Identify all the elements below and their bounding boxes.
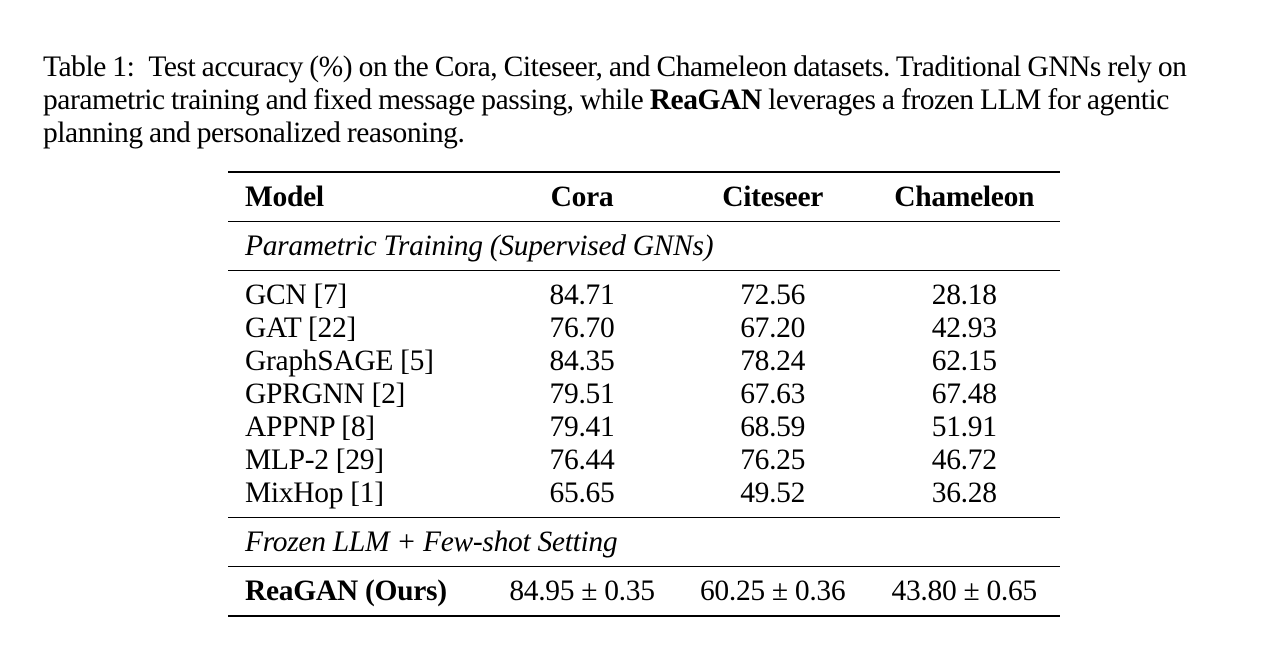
cell-citeseer: 67.63 <box>740 378 806 410</box>
cell-model: GCN [7] <box>228 270 488 312</box>
cell-cora: 76.70 <box>549 312 615 344</box>
header-citeseer: Citeseer <box>676 171 869 222</box>
header-chameleon: Chameleon <box>868 171 1060 222</box>
cell-cora: 79.41 <box>549 411 615 443</box>
section-title-frozen-llm: Frozen LLM + Few-shot Setting <box>228 517 1060 567</box>
cell-chameleon: 43.80 ± 0.65 <box>868 566 1060 617</box>
table-row-ours: ReaGAN (Ours) 84.95 ± 0.35 60.25 ± 0.36 … <box>228 566 1060 617</box>
section-row-frozen-llm: Frozen LLM + Few-shot Setting <box>228 517 1060 567</box>
cell-citeseer: 72.56 <box>676 270 869 312</box>
cell-chameleon: 62.15 <box>931 345 997 377</box>
cell-model: GPRGNN [2] <box>245 378 406 410</box>
caption-text-after: leverages a frozen LLM for agentic plann… <box>43 84 1169 149</box>
results-table: Model Cora Citeseer Chameleon Parametric… <box>228 171 1060 617</box>
caption-text-before: Test accuracy (%) on the Cora, Citeseer,… <box>43 51 1187 116</box>
cell-model: MixHop [1] <box>245 477 384 509</box>
cell-citeseer: 76.25 <box>740 444 806 476</box>
cell-citeseer: 60.25 ± 0.36 <box>676 566 869 617</box>
cell-chameleon: 42.93 <box>931 312 997 344</box>
table-row: MLP-2 [29] 76.44 76.25 46.72 <box>228 444 1060 477</box>
cell-model: GraphSAGE [5] <box>245 345 434 377</box>
caption-label: Table 1: <box>43 51 135 83</box>
table-row: GPRGNN [2] 79.51 67.63 67.48 <box>228 378 1060 411</box>
cell-chameleon: 67.48 <box>931 378 997 410</box>
cell-cora: 84.95 ± 0.35 <box>487 566 677 617</box>
table-row: MixHop [1] 65.65 49.52 36.28 <box>228 477 1060 518</box>
header-cora: Cora <box>487 171 677 222</box>
cell-model: GAT [22] <box>245 312 356 344</box>
table-caption: Table 1: Test accuracy (%) on the Cora, C… <box>43 51 1248 150</box>
cell-chameleon: 51.91 <box>931 411 997 443</box>
cell-cora: 65.65 <box>549 477 615 509</box>
cell-cora: 84.71 <box>487 270 677 312</box>
section-row-parametric: Parametric Training (Supervised GNNs) <box>228 221 1060 271</box>
table-row: GraphSAGE [5] 84.35 78.24 62.15 <box>228 345 1060 378</box>
cell-citeseer: 78.24 <box>740 345 806 377</box>
table-row: GCN [7] 84.71 72.56 28.18 <box>228 270 1060 312</box>
cell-chameleon: 36.28 <box>931 477 997 509</box>
table-row: APPNP [8] 79.41 68.59 51.91 <box>228 411 1060 444</box>
table-row: GAT [22] 76.70 67.20 42.93 <box>228 312 1060 345</box>
cell-chameleon: 28.18 <box>868 270 1060 312</box>
cell-model: APPNP [8] <box>245 411 375 443</box>
header-model: Model <box>228 171 488 222</box>
cell-chameleon: 46.72 <box>931 444 997 476</box>
cell-cora: 79.51 <box>549 378 615 410</box>
cell-model: MLP-2 [29] <box>245 444 384 476</box>
caption-bold-model-name: ReaGAN <box>649 84 762 116</box>
section-title-parametric: Parametric Training (Supervised GNNs) <box>228 221 1060 271</box>
cell-citeseer: 67.20 <box>740 312 806 344</box>
cell-citeseer: 49.52 <box>740 477 806 509</box>
cell-model: ReaGAN (Ours) <box>228 566 488 617</box>
table-header-row: Model Cora Citeseer Chameleon <box>228 171 1060 222</box>
results-table-container: Model Cora Citeseer Chameleon Parametric… <box>228 171 1060 617</box>
cell-cora: 76.44 <box>549 444 615 476</box>
cell-cora: 84.35 <box>549 345 615 377</box>
cell-citeseer: 68.59 <box>740 411 806 443</box>
